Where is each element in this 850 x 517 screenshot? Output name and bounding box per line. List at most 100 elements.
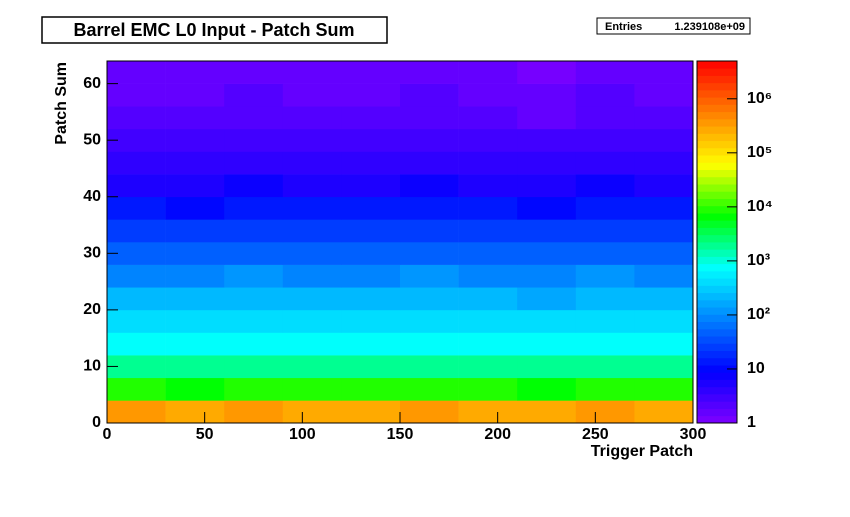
colorbar-step [697,82,737,91]
colorbar-step [697,285,737,294]
colorbar-step [697,242,737,250]
heatmap-cell [575,151,635,175]
heatmap-cell [517,400,577,424]
heatmap-cell [282,219,342,243]
heatmap-cell [107,151,166,175]
colorbar-step [697,198,737,207]
heatmap-cell [224,355,284,379]
x-tick-label: 150 [387,426,414,443]
colorbar-step [697,372,737,380]
heatmap-cell [224,106,284,130]
colorbar-step [697,227,737,236]
heatmap-cell [458,219,518,243]
colorbar-step [697,213,737,221]
heatmap-cell [107,377,166,401]
heatmap-cell [165,332,225,356]
heatmap-cell [341,61,401,84]
x-tick-label: 100 [289,426,316,443]
heatmap-cell [341,219,401,243]
heatmap-cell [107,400,166,424]
colorbar-step [697,278,737,286]
heatmap-cell [400,219,459,243]
colorbar-step [697,140,737,149]
heatmap-cell [282,242,342,265]
heatmap-cell [634,196,694,220]
heatmap-cell [634,151,694,175]
x-tick-label: 50 [196,426,214,443]
x-tick-label: 0 [103,426,112,443]
heatmap-cell [400,264,459,288]
heatmap-cell [517,355,577,379]
colorbar-step [697,104,737,113]
heatmap-cell [517,61,577,84]
heatmap-cell [400,309,459,333]
heatmap-cell [517,287,577,311]
heatmap-cell [282,377,342,401]
heatmap-cell [165,287,225,311]
heatmap-cell [224,332,284,356]
colorbar-step [697,263,737,272]
heatmap-cell [575,128,635,152]
x-axis-title: Trigger Patch [591,443,693,460]
colorbar-step [697,321,737,330]
heatmap-cell [165,83,225,107]
heatmap-cell [107,196,166,220]
heatmap-cell [458,196,518,220]
heatmap-cell [400,400,459,424]
colorbar-step [697,162,737,170]
heatmap-cell [282,400,342,424]
colorbar-step [697,111,737,120]
colorbar-step [697,97,737,105]
heatmap-cell [634,174,694,198]
colorbar-step [697,270,737,279]
heatmap-cell [517,219,577,243]
heatmap-cell [165,242,225,265]
heatmap-cell [400,242,459,265]
heatmap-cell [458,355,518,379]
heatmap-cell [165,355,225,379]
z-tick-label: 10⁵ [747,144,772,161]
colorbar-step [697,328,737,337]
heatmap-cell [634,355,694,379]
heatmap-cell [517,174,577,198]
heatmap-cell [634,61,694,84]
title-box [41,16,388,44]
heatmap-cell [165,309,225,333]
z-tick-label: 10² [747,306,770,323]
colorbar-step [697,386,737,395]
y-tick-label: 10 [83,358,101,375]
heatmap-cell [575,355,635,379]
heatmap-cell [341,106,401,130]
colorbar-step [697,184,737,192]
heatmap-cell [341,355,401,379]
heatmap-cell [341,287,401,311]
heatmap-cell [341,400,401,424]
colorbar-step [697,75,737,84]
heatmap-cell [224,61,284,84]
colorbar-step [697,357,737,366]
heatmap-cell [517,106,577,130]
heatmap-cell [165,151,225,175]
heatmap-cell [458,83,518,107]
heatmap-cell [224,309,284,333]
heatmap-cell [458,106,518,130]
colorbar-step [697,234,737,243]
colorbar-step [697,314,737,323]
heatmap-cell [458,128,518,152]
heatmap-cell [458,264,518,288]
heatmap-cell [458,377,518,401]
heatmap-cell [400,287,459,311]
heatmap-cell [107,332,166,356]
y-tick-label: 60 [83,75,101,92]
heatmap-cell [107,264,166,288]
colorbar-step [697,343,737,351]
heatmap-cell [517,242,577,265]
heatmap-cell [224,400,284,424]
heatmap-cell [575,106,635,130]
colorbar-step [697,126,737,134]
heatmap-cell [107,309,166,333]
heatmap-cell [575,400,635,424]
colorbar-frame [696,60,738,424]
heatmap-cell [400,377,459,401]
